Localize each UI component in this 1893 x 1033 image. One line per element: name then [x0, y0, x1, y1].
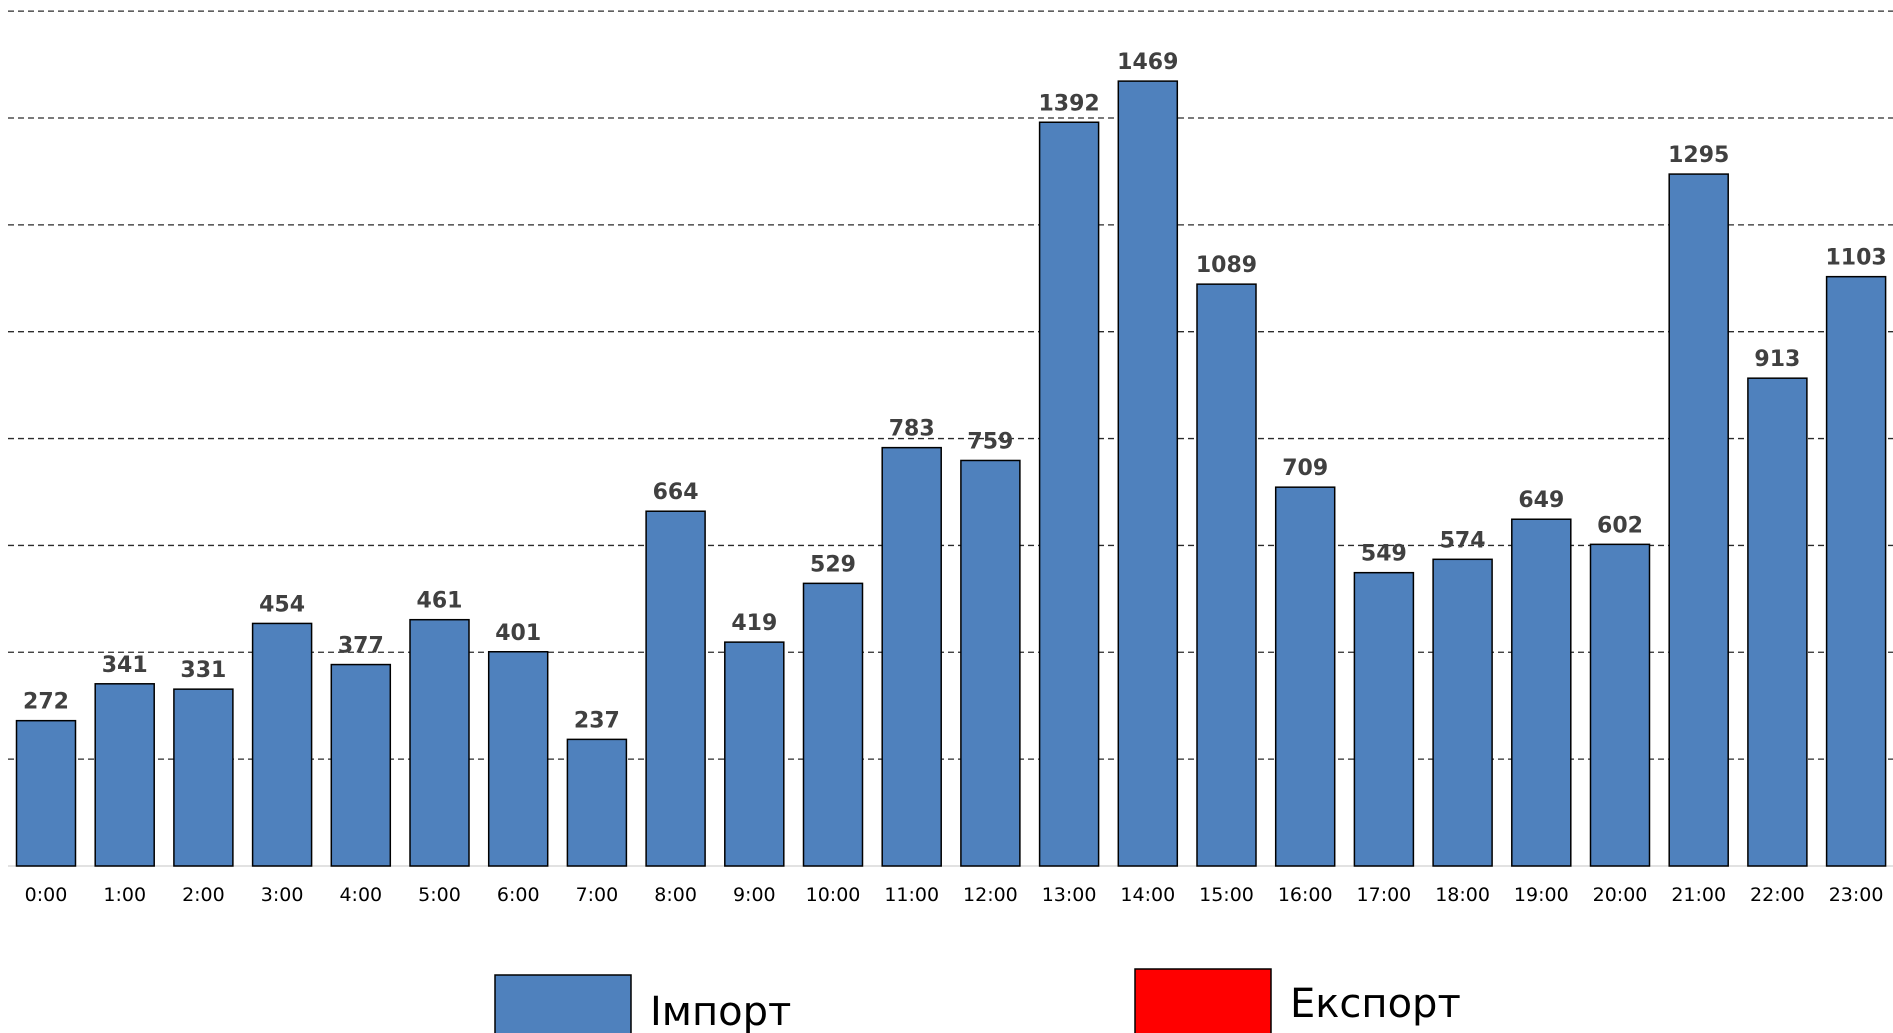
data-label-20-00: 602 [1597, 513, 1643, 538]
x-tick-13-00: 13:00 [1042, 884, 1097, 906]
bar-18-00 [1432, 558, 1493, 867]
data-label-19-00: 649 [1518, 488, 1564, 513]
data-label-9-00: 419 [731, 611, 777, 636]
legend-item-import: Імпорт [494, 974, 791, 1033]
bar-series-import [15, 80, 1887, 867]
data-label-16-00: 709 [1282, 456, 1328, 481]
x-tick-20-00: 20:00 [1593, 884, 1648, 906]
x-tick-8-00: 8:00 [654, 884, 697, 906]
bar-5-00 [409, 618, 470, 867]
bar-23-00 [1825, 275, 1887, 867]
data-label-0-00: 272 [23, 690, 69, 715]
legend-label-export: Експорт [1290, 981, 1461, 1027]
data-labels: 272 341 331 454 377 461 401 237 664 419 529 783 759 1… [23, 50, 1887, 733]
legend-swatch-export [1134, 968, 1272, 1033]
bar-22-00 [1747, 377, 1808, 867]
data-label-6-00: 401 [495, 621, 541, 646]
bar-19-00 [1511, 518, 1572, 867]
legend-swatch-import [494, 974, 632, 1033]
bar-20-00 [1589, 543, 1651, 867]
bar-9-00 [724, 641, 785, 867]
data-label-18-00: 574 [1440, 528, 1486, 553]
data-label-15-00: 1089 [1196, 253, 1257, 278]
bar-16-00 [1274, 486, 1336, 867]
x-tick-2-00: 2:00 [182, 884, 225, 906]
x-tick-21-00: 21:00 [1671, 884, 1726, 906]
data-label-4-00: 377 [338, 634, 384, 659]
x-tick-12-00: 12:00 [963, 884, 1018, 906]
data-label-11-00: 783 [889, 417, 935, 442]
data-label-17-00: 549 [1361, 542, 1407, 567]
data-label-5-00: 461 [417, 589, 463, 614]
x-axis-tick-labels: 0:00 1:00 2:00 3:00 4:00 5:00 6:00 7:00 8:00 9:00… [25, 884, 1884, 906]
x-tick-1-00: 1:00 [103, 884, 146, 906]
bar-2-00 [173, 688, 234, 867]
x-tick-3-00: 3:00 [261, 884, 304, 906]
bar-21-00 [1668, 173, 1729, 867]
bar-3-00 [251, 622, 313, 867]
x-tick-10-00: 10:00 [806, 884, 861, 906]
bar-8-00 [645, 510, 706, 867]
bar-4-00 [330, 663, 392, 867]
data-label-1-00: 341 [102, 653, 148, 678]
data-label-12-00: 759 [967, 429, 1013, 454]
legend: Імпорт Експорт [494, 968, 1461, 1033]
bar-17-00 [1353, 571, 1415, 867]
bar-15-00 [1196, 283, 1257, 867]
data-label-14-00: 1469 [1117, 50, 1178, 75]
bar-13-00 [1038, 121, 1100, 867]
bar-7-00 [566, 738, 628, 867]
legend-label-import: Імпорт [650, 989, 791, 1033]
x-tick-6-00: 6:00 [497, 884, 540, 906]
x-tick-19-00: 19:00 [1514, 884, 1569, 906]
bar-14-00 [1117, 80, 1179, 867]
x-tick-4-00: 4:00 [339, 884, 382, 906]
bar-10-00 [802, 582, 864, 867]
x-tick-7-00: 7:00 [576, 884, 619, 906]
data-label-22-00: 913 [1754, 347, 1800, 372]
bar-11-00 [881, 446, 942, 867]
x-tick-23-00: 23:00 [1829, 884, 1884, 906]
bar-6-00 [487, 651, 549, 867]
x-tick-22-00: 22:00 [1750, 884, 1805, 906]
data-label-8-00: 664 [653, 480, 699, 505]
x-tick-17-00: 17:00 [1357, 884, 1412, 906]
x-tick-0-00: 0:00 [25, 884, 68, 906]
x-tick-9-00: 9:00 [733, 884, 776, 906]
data-label-7-00: 237 [574, 708, 620, 733]
gridlines [8, 10, 1893, 867]
data-label-13-00: 1392 [1038, 91, 1099, 116]
x-tick-11-00: 11:00 [884, 884, 939, 906]
data-label-3-00: 454 [259, 592, 305, 617]
x-tick-16-00: 16:00 [1278, 884, 1333, 906]
bar-12-00 [960, 459, 1021, 867]
bar-0-00 [15, 719, 77, 867]
x-tick-15-00: 15:00 [1199, 884, 1254, 906]
data-label-21-00: 1295 [1668, 143, 1729, 168]
data-label-10-00: 529 [810, 552, 856, 577]
x-tick-14-00: 14:00 [1120, 884, 1175, 906]
data-label-23-00: 1103 [1825, 246, 1886, 271]
legend-item-export: Експорт [1134, 968, 1461, 1033]
x-tick-18-00: 18:00 [1435, 884, 1490, 906]
data-label-2-00: 331 [180, 658, 226, 683]
x-tick-5-00: 5:00 [418, 884, 461, 906]
bar-1-00 [94, 683, 155, 867]
